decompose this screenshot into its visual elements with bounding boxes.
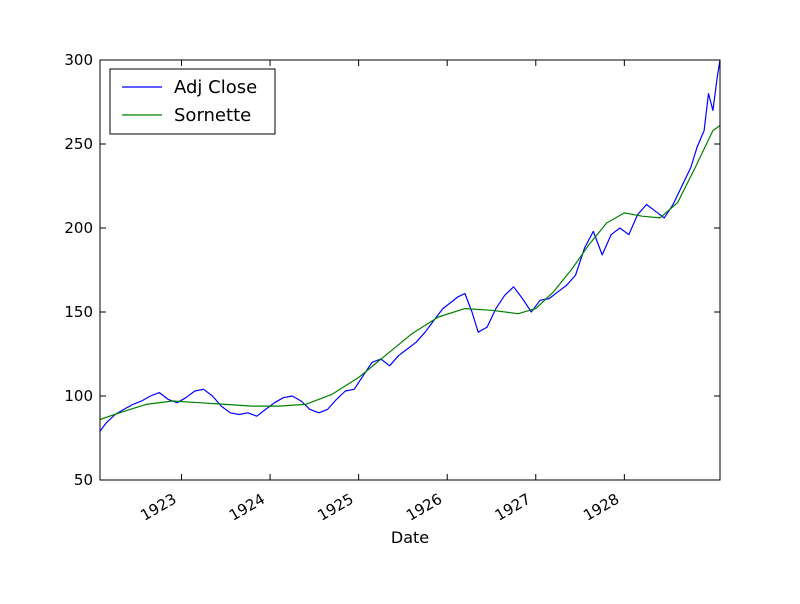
x-tick-label: 1927 [492, 490, 534, 525]
legend-label: Sornette [174, 105, 251, 126]
y-axis: 50 100 150 200 250 300 [64, 51, 720, 489]
series-layer [99, 59, 721, 432]
y-tick-label: 250 [64, 135, 93, 153]
x-tick-label: 1923 [137, 490, 179, 525]
y-tick-label: 300 [64, 51, 93, 69]
y-tick-label: 100 [64, 387, 93, 405]
x-tick-label: 1924 [226, 490, 268, 525]
legend: Adj Close Sornette [109, 68, 276, 135]
legend-box [109, 68, 276, 135]
x-tick-label: 1928 [580, 490, 622, 525]
legend-label: Adj Close [174, 77, 257, 98]
axes-frame [99, 59, 721, 481]
x-tick-label: 1926 [403, 490, 445, 525]
y-tick-label: 200 [64, 219, 93, 237]
x-tick-label: 1925 [315, 490, 357, 525]
series-line-adj-close [99, 59, 721, 432]
y-tick-label: 50 [74, 471, 93, 489]
x-axis-title: Date [391, 528, 429, 547]
series-line-sornette [99, 125, 721, 421]
y-tick-label: 150 [64, 303, 93, 321]
